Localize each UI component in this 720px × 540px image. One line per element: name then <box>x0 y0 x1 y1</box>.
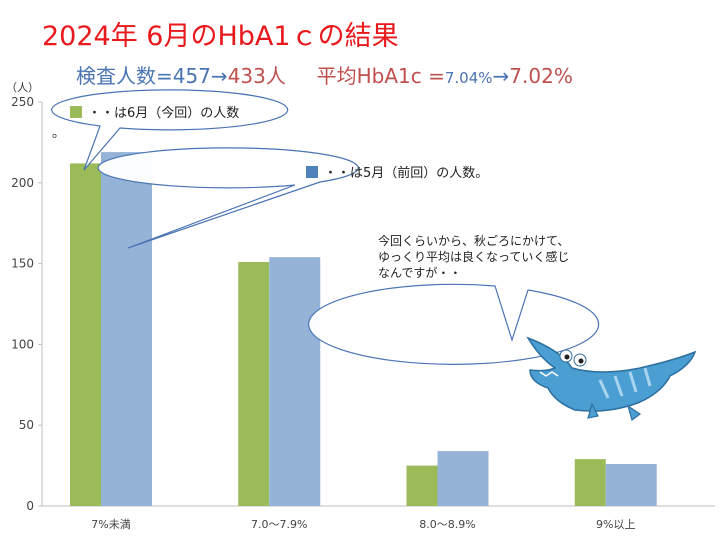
y-axis-unit: （人） <box>6 81 39 94</box>
avg-arrow: → <box>492 64 510 88</box>
croc-speech-bubble <box>308 283 600 365</box>
avg-new: 7.02% <box>509 64 573 88</box>
june-bar <box>238 261 270 506</box>
count-prefix: 検査人数=457→ <box>76 64 228 88</box>
avg-prefix: 平均HbA1c = <box>316 64 445 88</box>
x-category-label: 7%未満 <box>91 518 130 531</box>
may-legend-label: ・・は5月（前回）の人数。 <box>324 166 489 181</box>
june-callout-text: ・・は6月（今回）の人数 <box>70 102 239 121</box>
croc-speech-line: 今回くらいから、秋ごろにかけて、 <box>378 234 570 248</box>
croc-speech-line: ゆっくり平均は良くなっていく感じ <box>378 250 570 264</box>
june-bar <box>70 163 101 506</box>
croc-speech-line: なんですが・・ <box>378 266 462 280</box>
page-title: 2024年 6月のHbA1ｃの結果 <box>42 21 399 52</box>
y-tick-label: 150 <box>11 257 34 271</box>
y-tick-label: 100 <box>11 337 34 351</box>
june-legend-swatch <box>70 106 82 118</box>
june-callout-bubble <box>51 89 289 171</box>
june-callout-tail: 。 <box>52 126 66 141</box>
y-tick-label: 0 <box>26 499 34 513</box>
may-bar <box>437 451 489 506</box>
y-tick-label: 250 <box>11 95 34 109</box>
crocodile-illustration <box>526 336 697 422</box>
y-tick-label: 200 <box>11 176 34 190</box>
y-tick-label: 50 <box>19 418 34 432</box>
may-callout-bubble <box>97 147 359 249</box>
may-callout-text: ・・は5月（前回）の人数。 <box>306 162 488 181</box>
may-legend-swatch <box>306 166 318 178</box>
avg-old: 7.04% <box>444 69 493 87</box>
count-value: 433人 <box>227 64 286 88</box>
x-category-label: 9%以上 <box>596 518 635 531</box>
x-category-label: 8.0〜8.9% <box>419 518 475 531</box>
june-legend-label: ・・は6月（今回）の人数 <box>88 106 240 121</box>
croc-speech-text: 今回くらいから、秋ごろにかけて、 ゆっくり平均は良くなっていく感じ なんですが・… <box>378 233 618 281</box>
may-bar <box>101 152 152 506</box>
june-bar <box>406 465 438 506</box>
may-bar <box>605 463 657 506</box>
x-category-label: 7.0〜7.9% <box>251 518 307 531</box>
may-bar <box>269 257 321 506</box>
june-bar <box>574 459 606 506</box>
subtitle: 検査人数=457→433人 平均HbA1c =7.04%→7.02% <box>76 60 573 89</box>
